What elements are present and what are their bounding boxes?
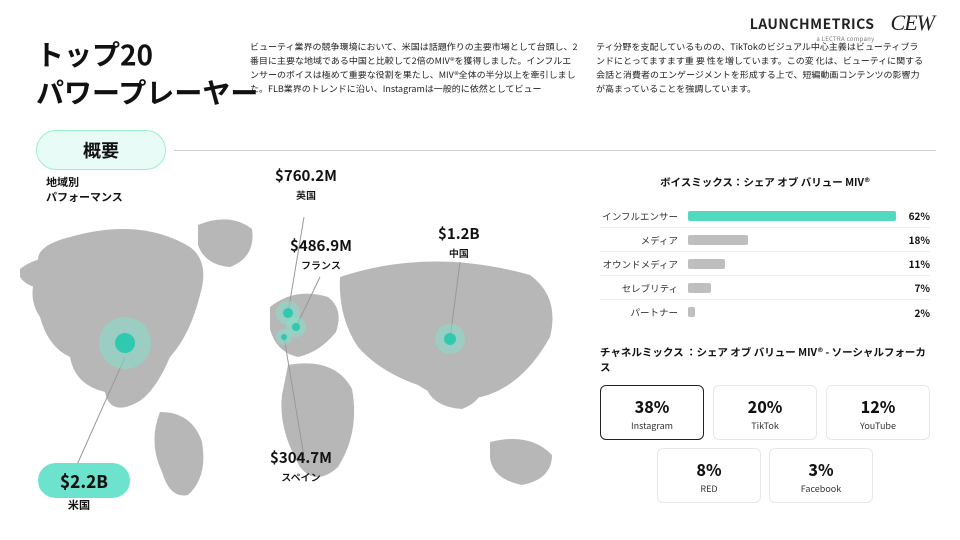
voice-pct: 62% <box>896 208 930 223</box>
voice-pct: 18% <box>896 232 930 247</box>
channel-box-youtube: 12%YouTube <box>826 385 930 440</box>
map-area: 地域別 パフォーマンス $760.2M 英国 $486.9M フランス $1.2… <box>20 175 580 525</box>
voice-row: セレブリティ 7% <box>600 276 930 300</box>
channel-box-tiktok: 20%TikTok <box>713 385 817 440</box>
channel-box-instagram: 38%Instagram <box>600 385 704 440</box>
body-col-1: ビューティ業界の競争環境において、米国は話題作りの主要市場として台頭し、2番目に… <box>250 40 580 96</box>
channel-row-2: 8%RED3%Facebook <box>600 448 930 503</box>
voice-bar-track <box>688 259 896 269</box>
voice-row: インフルエンサー 62% <box>600 204 930 228</box>
voice-label: メディア <box>600 233 688 247</box>
voice-bar-track <box>688 307 896 317</box>
logo-launchmetrics: LAUNCHMETRICS a LECTRA company <box>750 10 875 43</box>
channel-pct: 20% <box>714 394 816 418</box>
body-col-2: ティ分野を支配しているものの、TikTokのビジュアル中心主義はビューティブラン… <box>596 40 926 96</box>
voice-label: セレブリティ <box>600 281 688 295</box>
channel-box-facebook: 3%Facebook <box>769 448 873 503</box>
voice-row: オウンドメディア 11% <box>600 252 930 276</box>
voice-bar <box>688 307 695 317</box>
voice-pct: 11% <box>896 256 930 271</box>
channel-name: YouTube <box>827 419 929 432</box>
map-subtitle: 地域別 パフォーマンス <box>46 175 123 206</box>
voice-bar <box>688 283 711 293</box>
channel-box-red: 8%RED <box>657 448 761 503</box>
voice-bar-track <box>688 235 896 245</box>
page-title: トップ20 パワープレーヤー <box>36 36 258 112</box>
voice-bar-track <box>688 211 896 221</box>
callout-cn: $1.2B 中国 <box>438 223 480 260</box>
voice-bar-track <box>688 283 896 293</box>
voice-pct: 7% <box>896 280 930 295</box>
channel-pct: 8% <box>658 457 760 481</box>
voice-pct: 2% <box>896 305 930 320</box>
channel-name: Facebook <box>770 482 872 495</box>
voice-bar <box>688 235 748 245</box>
marker-us <box>99 317 151 369</box>
callout-es: $304.7M スペイン <box>270 447 332 484</box>
channel-pct: 12% <box>827 394 929 418</box>
overview-pill: 概要 <box>36 130 166 170</box>
channel-row-1: 38%Instagram20%TikTok12%YouTube <box>600 385 930 440</box>
channel-name: Instagram <box>601 419 703 432</box>
channel-pct: 3% <box>770 457 872 481</box>
callout-us-region: 米国 <box>68 497 90 513</box>
voice-label: パートナー <box>600 305 688 319</box>
right-column: ボイスミックス：シェア オブ バリュー MIV® インフルエンサー 62% メディア… <box>600 175 930 503</box>
callout-fr: $486.9M フランス <box>290 235 352 272</box>
logo-cew: CEW <box>891 10 934 36</box>
channel-pct: 38% <box>601 394 703 418</box>
channel-name: RED <box>658 482 760 495</box>
callout-uk: $760.2M 英国 <box>275 165 337 202</box>
logo-bar: LAUNCHMETRICS a LECTRA company CEW <box>750 10 934 43</box>
voice-label: オウンドメディア <box>600 257 688 271</box>
marker-cn <box>435 324 465 354</box>
voice-bar <box>688 259 725 269</box>
voice-mix-chart: インフルエンサー 62% メディア 18% オウンドメディア 11% セレブリティ 7% パート… <box>600 204 930 324</box>
divider <box>174 150 936 151</box>
channel-name: TikTok <box>714 419 816 432</box>
marker-es <box>276 329 292 345</box>
section-header: 概要 <box>36 130 936 170</box>
voice-bar <box>688 211 896 221</box>
voice-label: インフルエンサー <box>600 209 688 223</box>
voice-mix-title: ボイスミックス：シェア オブ バリュー MIV® <box>600 175 930 190</box>
channel-mix-title: チャネルミックス ：シェア オブ バリュー MIV® - ソーシャルフォーカス <box>600 346 930 375</box>
voice-row: パートナー 2% <box>600 300 930 324</box>
callout-us-value: $2.2B <box>38 463 130 498</box>
voice-row: メディア 18% <box>600 228 930 252</box>
